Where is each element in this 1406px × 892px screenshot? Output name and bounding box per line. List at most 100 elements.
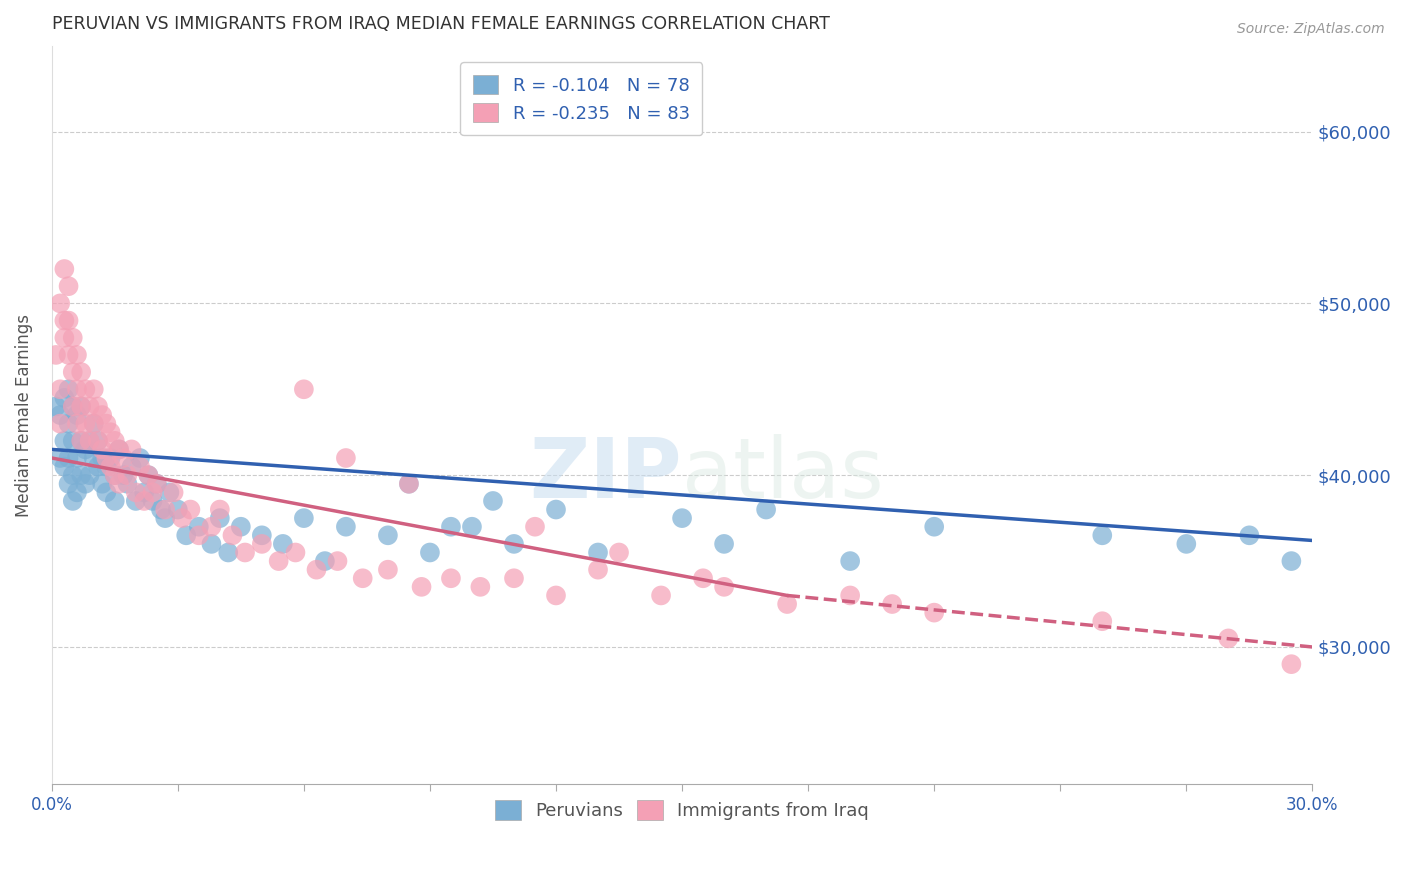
Point (83, 417, 105, 431)
Point (96, 485, 118, 500)
Point (53, 313, 76, 327)
Point (170, 511, 193, 525)
Point (882, 597, 904, 611)
Point (62, 468, 84, 483)
Point (1175, 537, 1198, 551)
Point (470, 580, 492, 594)
Point (713, 580, 735, 594)
Point (91, 476, 114, 491)
Point (157, 485, 180, 500)
Point (229, 519, 252, 533)
Point (217, 545, 239, 559)
Point (87, 459, 110, 474)
Point (79, 434, 101, 448)
Point (162, 485, 184, 500)
Point (292, 382, 315, 396)
Point (66, 348, 89, 362)
Point (75, 382, 97, 396)
Point (58, 417, 80, 431)
Point (839, 589, 862, 603)
Point (839, 554, 862, 568)
Point (121, 459, 143, 474)
Point (129, 450, 152, 465)
Text: Source: ZipAtlas.com: Source: ZipAtlas.com (1237, 22, 1385, 37)
Point (187, 519, 209, 533)
Point (607, 545, 630, 559)
Point (79, 468, 101, 483)
Point (922, 606, 945, 620)
Point (121, 442, 143, 457)
Text: PERUVIAN VS IMMIGRANTS FROM IRAQ MEDIAN FEMALE EARNINGS CORRELATION CHART: PERUVIAN VS IMMIGRANTS FROM IRAQ MEDIAN … (52, 15, 830, 33)
Point (49, 408, 72, 422)
Point (440, 571, 463, 585)
Point (75, 417, 97, 431)
Point (326, 554, 349, 568)
Point (503, 571, 526, 585)
Point (58, 476, 80, 491)
Point (134, 485, 156, 500)
Point (83, 450, 105, 465)
Point (83, 417, 105, 431)
Legend: Peruvians, Immigrants from Iraq: Peruvians, Immigrants from Iraq (488, 793, 876, 827)
Point (398, 476, 420, 491)
Point (142, 494, 165, 508)
Point (112, 468, 135, 483)
Point (671, 511, 693, 525)
Point (411, 580, 433, 594)
Point (45, 400, 67, 414)
Point (440, 519, 463, 533)
Point (49, 417, 72, 431)
Point (96, 459, 118, 474)
Point (922, 519, 945, 533)
Point (79, 434, 101, 448)
Point (66, 408, 89, 422)
Point (155, 511, 177, 525)
Point (66, 450, 89, 465)
Point (155, 502, 177, 516)
Point (335, 450, 357, 465)
Point (138, 468, 160, 483)
Point (377, 528, 399, 542)
Point (208, 511, 231, 525)
Point (482, 494, 505, 508)
Point (377, 563, 399, 577)
Point (53, 262, 76, 277)
Point (49, 382, 72, 396)
Point (66, 417, 89, 431)
Point (271, 537, 294, 551)
Point (75, 476, 97, 491)
Point (70, 365, 93, 379)
Point (58, 382, 80, 396)
Point (267, 554, 290, 568)
Point (108, 442, 131, 457)
Point (66, 485, 89, 500)
Point (58, 348, 80, 362)
Point (221, 528, 243, 542)
Point (96, 450, 118, 465)
Point (200, 537, 222, 551)
Point (62, 434, 84, 448)
Point (755, 502, 778, 516)
Point (100, 425, 122, 440)
Point (146, 476, 169, 491)
Point (62, 331, 84, 345)
Point (1279, 554, 1302, 568)
Point (1239, 528, 1261, 542)
Point (108, 476, 131, 491)
Point (104, 468, 127, 483)
Point (314, 554, 336, 568)
Point (524, 519, 547, 533)
Point (586, 545, 609, 559)
Point (104, 468, 127, 483)
Point (692, 571, 714, 585)
Point (108, 442, 131, 457)
Point (70, 400, 93, 414)
Point (776, 597, 799, 611)
Point (70, 468, 93, 483)
Point (1091, 614, 1114, 628)
Point (419, 545, 441, 559)
Point (166, 502, 188, 516)
Point (292, 511, 315, 525)
Point (58, 450, 80, 465)
Point (134, 494, 156, 508)
